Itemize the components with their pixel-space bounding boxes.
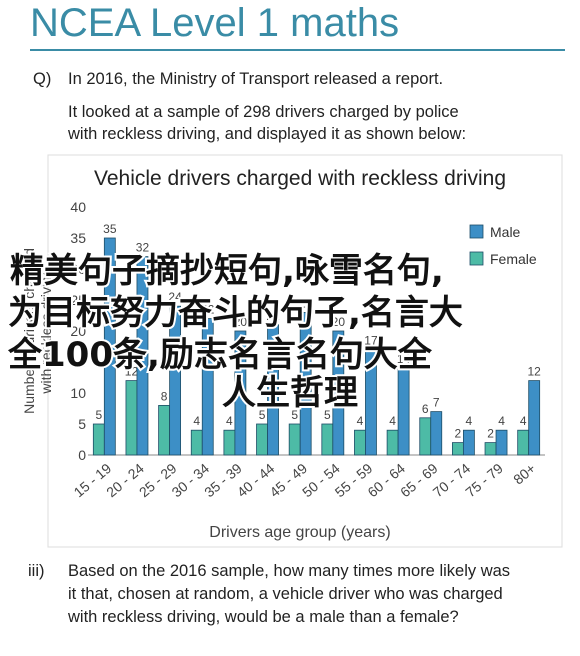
- data-label: 12: [125, 365, 139, 379]
- data-label: 17: [364, 334, 378, 348]
- data-label: 21: [266, 309, 280, 323]
- bar: [190, 429, 203, 456]
- question-line: It looked at a sample of 298 drivers cha…: [68, 103, 459, 121]
- bar: [397, 367, 410, 456]
- bar: [169, 305, 182, 456]
- y-tick-label: 10: [70, 385, 86, 401]
- overlay-line: 精美句子摘抄短句,咏雪名句,: [10, 251, 444, 291]
- x-tick-label: 75 - 79: [462, 460, 506, 500]
- data-label: 8: [161, 389, 168, 403]
- data-label: 35: [103, 222, 117, 236]
- data-label: 5: [291, 408, 298, 422]
- data-label: 4: [389, 414, 396, 428]
- bar: [136, 256, 149, 456]
- part-label: iii): [28, 562, 45, 580]
- part-line: Based on the 2016 sample, how many times…: [68, 562, 510, 580]
- part-line: it that, chosen at random, a vehicle dri…: [68, 585, 503, 603]
- chart-frame: [47, 154, 563, 548]
- data-label: 4: [498, 414, 505, 428]
- y-tick-label: 35: [70, 230, 86, 246]
- x-axis-title: Drivers age group (years): [209, 524, 390, 541]
- data-label: 4: [226, 414, 233, 428]
- part-line: with reckless driving, would be a male t…: [67, 608, 459, 626]
- data-label: 5: [95, 408, 102, 422]
- data-label: 6: [422, 402, 429, 416]
- data-label: 20: [234, 315, 248, 329]
- data-label: 23: [299, 296, 313, 310]
- legend-label: Female: [490, 251, 537, 267]
- bar: [103, 237, 116, 456]
- legend-swatch: [469, 251, 484, 266]
- y-tick-label: 0: [78, 447, 86, 463]
- bar: [386, 429, 399, 456]
- question-line: with reckless driving, and displayed it …: [67, 125, 466, 143]
- y-tick-label: 15: [70, 354, 86, 370]
- bar: [517, 429, 530, 456]
- data-label: 12: [527, 365, 541, 379]
- bar: [528, 380, 541, 456]
- bar: [223, 429, 236, 456]
- data-label: 22: [201, 303, 215, 317]
- data-label: 20: [332, 315, 346, 329]
- bar: [125, 380, 138, 456]
- question-line: In 2016, the Ministry of Transport relea…: [68, 70, 443, 88]
- data-label: 4: [466, 414, 473, 428]
- bar: [451, 442, 464, 456]
- data-label: 14: [397, 352, 411, 366]
- bar: [462, 429, 475, 456]
- bar: [495, 429, 508, 456]
- y-tick-label: 30: [70, 261, 86, 277]
- data-label: 4: [520, 414, 527, 428]
- data-label: 4: [193, 414, 200, 428]
- y-tick-label: 5: [78, 416, 86, 432]
- x-tick-label: 80+: [510, 460, 538, 488]
- bar: [288, 423, 301, 456]
- data-label: 24: [168, 290, 182, 304]
- bar: [234, 330, 247, 456]
- bar: [484, 442, 497, 456]
- data-label: 7: [433, 396, 440, 410]
- data-label: 5: [324, 408, 331, 422]
- legend-swatch: [469, 224, 484, 239]
- bar: [321, 423, 334, 456]
- data-label: 2: [455, 427, 462, 441]
- bar: [256, 423, 268, 456]
- y-tick-label: 40: [70, 199, 86, 215]
- data-label: 32: [136, 241, 150, 255]
- bar: [158, 404, 171, 456]
- bar: [267, 324, 279, 456]
- bar: [332, 330, 345, 456]
- bar: [365, 349, 377, 456]
- bar: [92, 423, 105, 456]
- y-axis-title: Number of drivers charged: [21, 248, 37, 414]
- y-tick-label: 25: [70, 292, 86, 308]
- chart-title: Vehicle drivers charged with reckless dr…: [94, 167, 506, 190]
- bar: [419, 417, 432, 456]
- question-label: Q): [33, 70, 51, 88]
- bar: [430, 411, 443, 456]
- legend-label: Male: [490, 224, 521, 240]
- data-label: 2: [487, 427, 494, 441]
- overlay-line: 全100条,励志名言名句大全: [7, 335, 433, 375]
- data-label: 4: [357, 414, 364, 428]
- overlay-line: 人生哲理: [222, 373, 358, 413]
- bar: [354, 429, 366, 456]
- header-title: NCEA Level 1 maths: [30, 1, 399, 45]
- y-tick-label: 20: [70, 323, 86, 339]
- overlay-line: 为目标努力奋斗的句子,名言大: [8, 293, 463, 333]
- bar: [201, 318, 214, 456]
- bar: [299, 311, 312, 456]
- data-label: 5: [259, 408, 266, 422]
- y-axis-title: with reckless driving: [38, 268, 54, 394]
